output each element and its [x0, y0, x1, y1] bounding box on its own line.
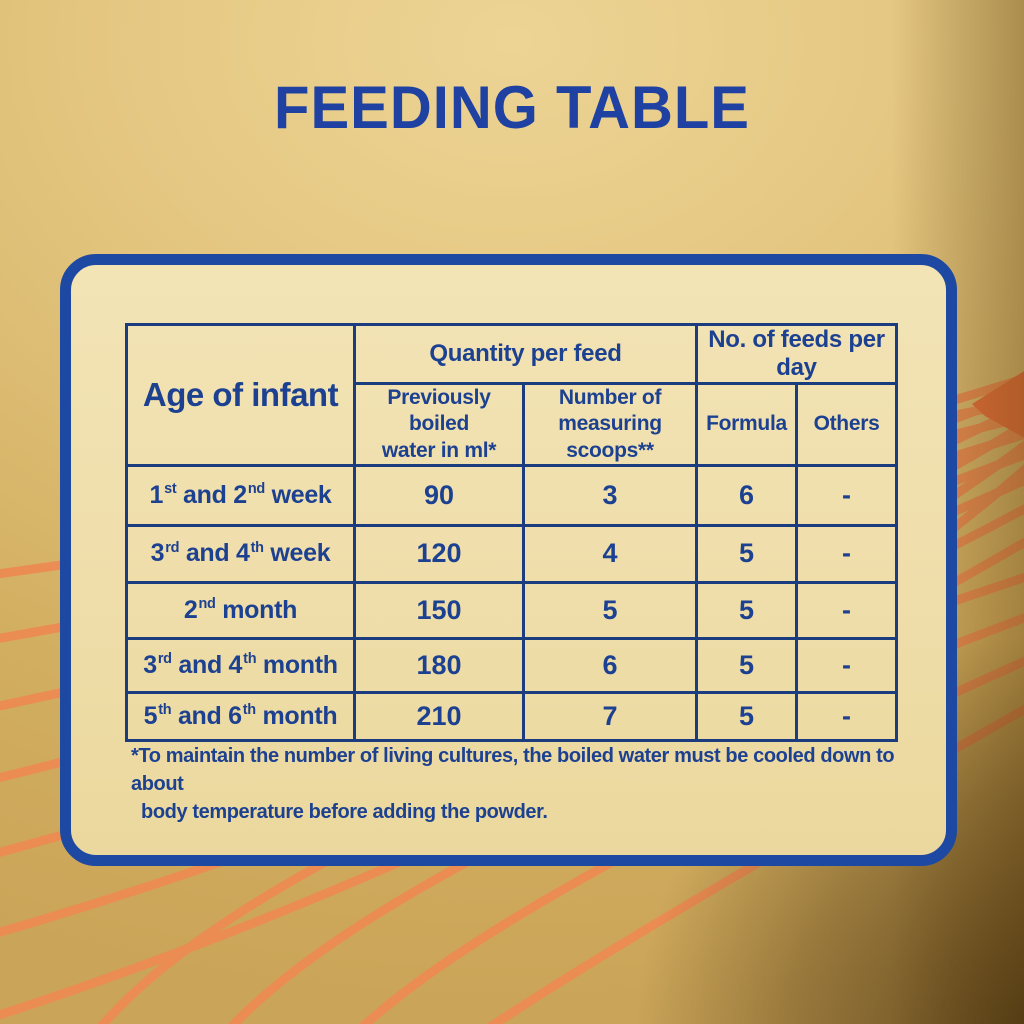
- formula-cell: 5: [695, 636, 798, 694]
- others-cell: -: [794, 463, 899, 527]
- water-cell: 120: [353, 523, 525, 584]
- formula-cell: 5: [695, 523, 798, 584]
- footnote: *To maintain the number of living cultur…: [131, 742, 943, 826]
- scoops-cell: 5: [522, 580, 698, 640]
- footnote-line: *To maintain the number of living cultur…: [131, 745, 895, 795]
- others-cell: -: [794, 523, 899, 584]
- header-quantity-per-feed: Quantity per feed: [353, 323, 698, 385]
- others-cell: -: [794, 690, 899, 742]
- scoops-cell: 6: [522, 636, 698, 694]
- header-boiled-water: Previously boiled water in ml*: [353, 382, 525, 467]
- footnote-line: body temperature before adding the powde…: [141, 801, 548, 823]
- table-row: 3rd and 4th month 180 6 5 -: [125, 636, 899, 694]
- water-cell: 90: [353, 463, 525, 527]
- feeding-table-panel: Age of infant Quantity per feed No. of f…: [60, 254, 957, 866]
- water-cell: 210: [353, 690, 525, 742]
- scoops-cell: 7: [522, 690, 698, 742]
- feeding-table: Age of infant Quantity per feed No. of f…: [125, 323, 899, 742]
- age-cell: 3rd and 4th week: [125, 523, 356, 584]
- scoops-cell: 3: [522, 463, 698, 527]
- header-line: Number of: [558, 386, 662, 409]
- others-cell: -: [794, 580, 899, 640]
- page-title: FEEDING TABLE: [274, 73, 750, 142]
- age-cell: 2nd month: [125, 580, 356, 640]
- header-line: measuring scoops**: [558, 412, 662, 462]
- formula-cell: 6: [695, 463, 798, 527]
- header-feeds-per-day: No. of feeds per day: [694, 323, 899, 385]
- formula-cell: 5: [695, 580, 798, 640]
- header-line: Previously boiled: [387, 386, 491, 436]
- age-cell: 5th and 6th month: [125, 690, 356, 742]
- water-cell: 180: [353, 636, 525, 694]
- age-cell: 3rd and 4th month: [125, 636, 356, 694]
- header-line: water in ml*: [381, 438, 497, 462]
- table-row: 5th and 6th month 210 7 5 -: [125, 690, 899, 742]
- others-cell: -: [794, 636, 899, 694]
- header-formula: Formula: [695, 382, 798, 467]
- group-header-row: Age of infant Quantity per feed No. of f…: [125, 323, 899, 467]
- header-measuring-scoops: Number of measuring scoops**: [522, 382, 698, 467]
- age-cell: 1st and 2nd week: [125, 463, 356, 527]
- table-row: 1st and 2nd week 90 3 6 -: [125, 463, 899, 527]
- water-cell: 150: [353, 580, 525, 640]
- header-others: Others: [794, 382, 899, 467]
- header-age-of-infant: Age of infant: [125, 323, 356, 467]
- table-row: 3rd and 4th week 120 4 5 -: [125, 523, 899, 584]
- scoops-cell: 4: [522, 523, 698, 584]
- table-row: 2nd month 150 5 5 -: [125, 580, 899, 640]
- formula-cell: 5: [695, 690, 798, 742]
